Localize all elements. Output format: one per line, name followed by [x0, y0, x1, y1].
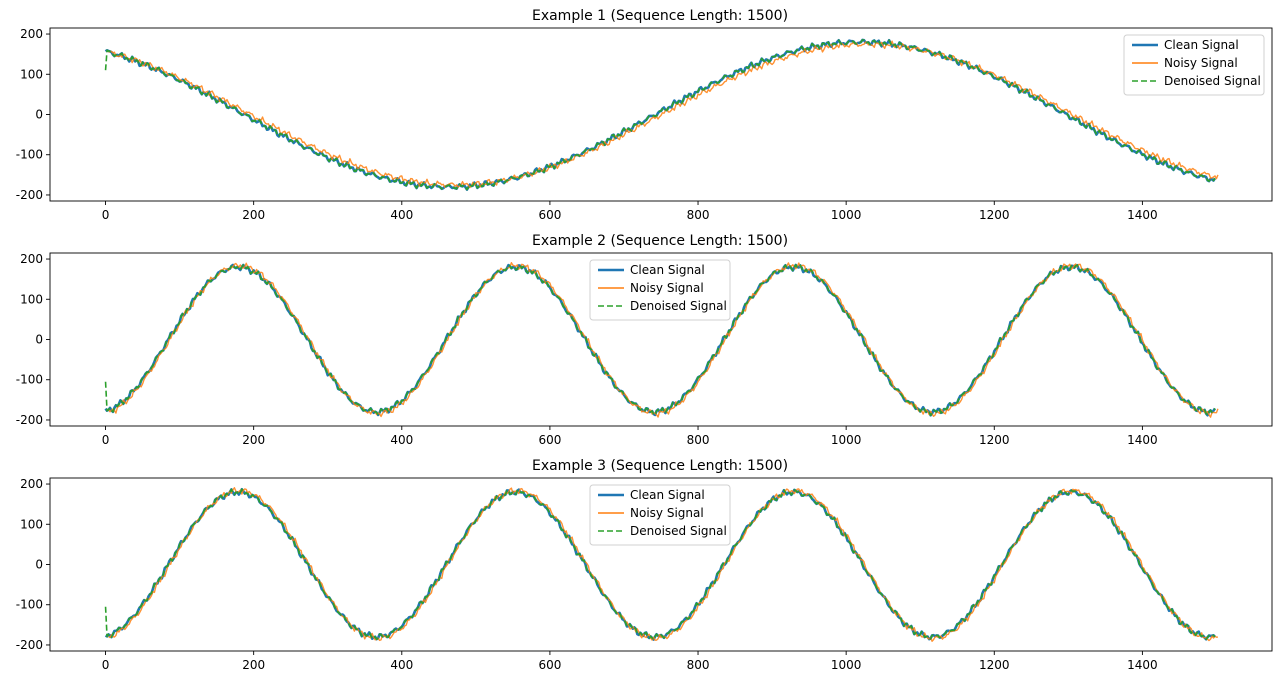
y-tick-label: -100 [16, 373, 43, 387]
legend-label-noisy: Noisy Signal [630, 281, 704, 295]
x-tick-label: 200 [242, 208, 265, 222]
x-tick-label: 400 [390, 433, 413, 447]
legend-label-denoised: Denoised Signal [630, 524, 727, 538]
legend: Clean Signal Noisy Signal Denoised Signa… [589, 484, 731, 546]
y-axis: -200 -100 0 100 200 [16, 477, 50, 652]
y-tick-label: -100 [16, 148, 43, 162]
x-tick-label: 600 [538, 433, 561, 447]
plot-lines [104, 261, 1219, 418]
y-axis: -200 -100 0 100 200 [16, 27, 50, 202]
legend-label-noisy: Noisy Signal [1164, 56, 1238, 70]
series-line-denoised-signal [104, 488, 1216, 641]
x-tick-label: 1200 [979, 208, 1010, 222]
plot-lines [104, 487, 1219, 642]
legend-box [1123, 34, 1265, 96]
legend: Clean Signal Noisy Signal Denoised Signa… [589, 259, 731, 321]
x-tick-label: 200 [242, 433, 265, 447]
x-tick-label: 1200 [979, 433, 1010, 447]
x-tick-label: 800 [687, 433, 710, 447]
x-tick-label: 400 [390, 208, 413, 222]
y-tick-label: -200 [16, 188, 43, 202]
subplot-title: Example 3 (Sequence Length: 1500) [532, 458, 788, 474]
y-tick-label: -200 [16, 413, 43, 427]
x-axis: 0 200 400 600 800 1000 1200 1400 [102, 201, 1158, 222]
axes-frame [49, 252, 1273, 427]
subplot-example-2: Example 2 (Sequence Length: 1500) -200 -1… [16, 233, 1273, 447]
legend-label-clean: Clean Signal [1164, 38, 1239, 52]
y-tick-label: 200 [20, 477, 43, 491]
y-axis: -200 -100 0 100 200 [16, 252, 50, 427]
series-line-noisy-signal [108, 40, 1219, 189]
y-tick-label: 0 [35, 108, 43, 122]
legend-entry-clean: Clean Signal [598, 488, 705, 502]
legend-entry-noisy: Noisy Signal [1132, 56, 1238, 70]
x-tick-label: 400 [390, 658, 413, 672]
axes-frame [49, 27, 1273, 202]
x-tick-label: 800 [687, 658, 710, 672]
legend-entry-denoised: Denoised Signal [598, 524, 727, 538]
x-tick-label: 600 [538, 658, 561, 672]
subplot-title: Example 1 (Sequence Length: 1500) [532, 8, 788, 24]
series-line-clean-signal [104, 38, 1217, 191]
x-tick-label: 200 [242, 658, 265, 672]
y-tick-label: 100 [20, 67, 43, 81]
plot-lines [104, 38, 1219, 191]
x-tick-label: 0 [102, 208, 110, 222]
series-line-denoised-signal [104, 39, 1216, 191]
axes-frame [49, 477, 1273, 652]
x-tick-label: 1000 [831, 433, 862, 447]
legend-box [589, 484, 731, 546]
legend-label-denoised: Denoised Signal [630, 299, 727, 313]
legend-label-noisy: Noisy Signal [630, 506, 704, 520]
y-tick-label: -200 [16, 638, 43, 652]
x-tick-label: 0 [102, 658, 110, 672]
y-tick-label: 0 [35, 333, 43, 347]
legend-entry-clean: Clean Signal [598, 263, 705, 277]
x-tick-label: 1000 [831, 208, 862, 222]
y-tick-label: 200 [20, 27, 43, 41]
x-axis: 0 200 400 600 800 1000 1200 1400 [102, 651, 1158, 672]
x-tick-label: 1400 [1127, 433, 1158, 447]
y-tick-label: 100 [20, 517, 43, 531]
legend-entry-noisy: Noisy Signal [598, 506, 704, 520]
y-tick-label: -100 [16, 598, 43, 612]
x-tick-label: 1000 [831, 658, 862, 672]
subplot-example-3: Example 3 (Sequence Length: 1500) -200 -1… [16, 458, 1273, 672]
subplot-example-1: Example 1 (Sequence Length: 1500) -200 -1… [16, 8, 1273, 222]
subplot-title: Example 2 (Sequence Length: 1500) [532, 233, 788, 249]
legend-label-denoised: Denoised Signal [1164, 74, 1261, 88]
y-tick-label: 200 [20, 252, 43, 266]
legend-entry-denoised: Denoised Signal [598, 299, 727, 313]
legend-entry-denoised: Denoised Signal [1132, 74, 1261, 88]
legend: Clean Signal Noisy Signal Denoised Signa… [1123, 34, 1265, 96]
x-tick-label: 1200 [979, 658, 1010, 672]
y-tick-label: 0 [35, 558, 43, 572]
legend-entry-clean: Clean Signal [1132, 38, 1239, 52]
x-tick-label: 1400 [1127, 658, 1158, 672]
x-axis: 0 200 400 600 800 1000 1200 1400 [102, 426, 1158, 447]
legend-box [589, 259, 731, 321]
legend-label-clean: Clean Signal [630, 488, 705, 502]
x-tick-label: 0 [102, 433, 110, 447]
x-tick-label: 1400 [1127, 208, 1158, 222]
series-line-denoised-signal [104, 264, 1216, 417]
legend-entry-noisy: Noisy Signal [598, 281, 704, 295]
x-tick-label: 600 [538, 208, 561, 222]
x-tick-label: 800 [687, 208, 710, 222]
y-tick-label: 100 [20, 292, 43, 306]
legend-label-clean: Clean Signal [630, 263, 705, 277]
